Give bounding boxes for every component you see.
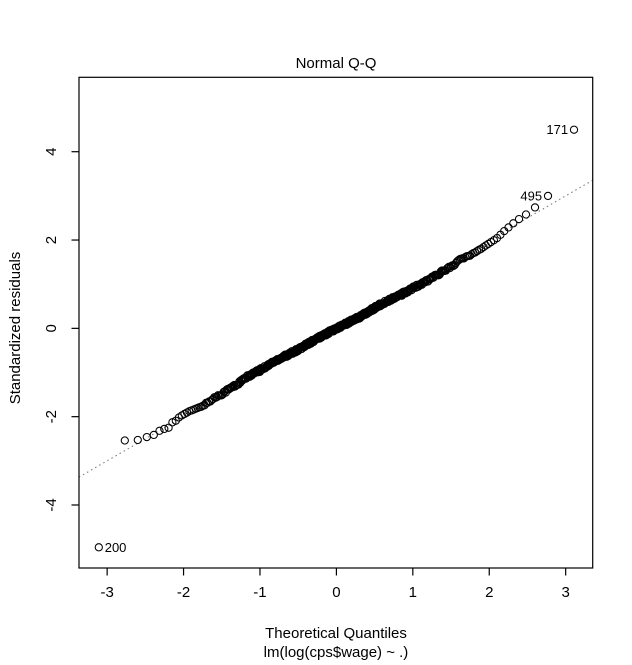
x-tick-label: -3	[100, 584, 113, 601]
axes: -3 -2 -1 0 1 2 3 -4 -2 0 2 4	[43, 148, 570, 601]
data-point	[543, 191, 553, 201]
data-points	[94, 125, 579, 552]
data-point	[182, 408, 192, 417]
data-point	[120, 436, 129, 445]
x-tick-label: 3	[561, 584, 569, 601]
data-point	[94, 543, 103, 552]
x-tick-label: 2	[485, 584, 493, 601]
x-tick-label: 1	[409, 584, 417, 601]
model-subtitle: lm(log(cps$wage) ~ .)	[264, 644, 409, 661]
data-point	[160, 424, 169, 434]
y-tick-label: 2	[43, 236, 60, 244]
x-axis-label: Theoretical Quantiles	[265, 625, 407, 642]
data-point	[228, 382, 237, 391]
data-point	[155, 426, 164, 435]
y-tick-label: 4	[43, 148, 60, 156]
data-point	[504, 223, 513, 232]
y-tick-label: 0	[43, 324, 60, 332]
data-point	[521, 210, 531, 219]
plot-border	[78, 76, 594, 569]
x-tick-label: -1	[253, 584, 266, 601]
plot-title: Normal Q-Q	[296, 55, 377, 72]
outlier-label: 171	[546, 122, 568, 137]
outlier-label: 495	[520, 188, 542, 203]
y-tick-label: -2	[43, 410, 60, 423]
data-point	[164, 423, 173, 432]
data-point	[207, 395, 216, 405]
data-point	[530, 203, 540, 212]
x-tick-label: 0	[332, 584, 340, 601]
outlier-label: 200	[105, 540, 127, 555]
data-point	[569, 125, 579, 134]
data-point	[472, 246, 482, 256]
data-point	[133, 435, 142, 445]
data-point	[509, 219, 518, 228]
data-point	[514, 214, 524, 224]
y-axis-label: Standardized residuals	[7, 252, 24, 405]
x-tick-label: -2	[177, 584, 190, 601]
y-tick-label: -4	[43, 498, 60, 511]
data-point	[149, 430, 158, 440]
outlier-labels: 171 495 200	[105, 122, 568, 555]
